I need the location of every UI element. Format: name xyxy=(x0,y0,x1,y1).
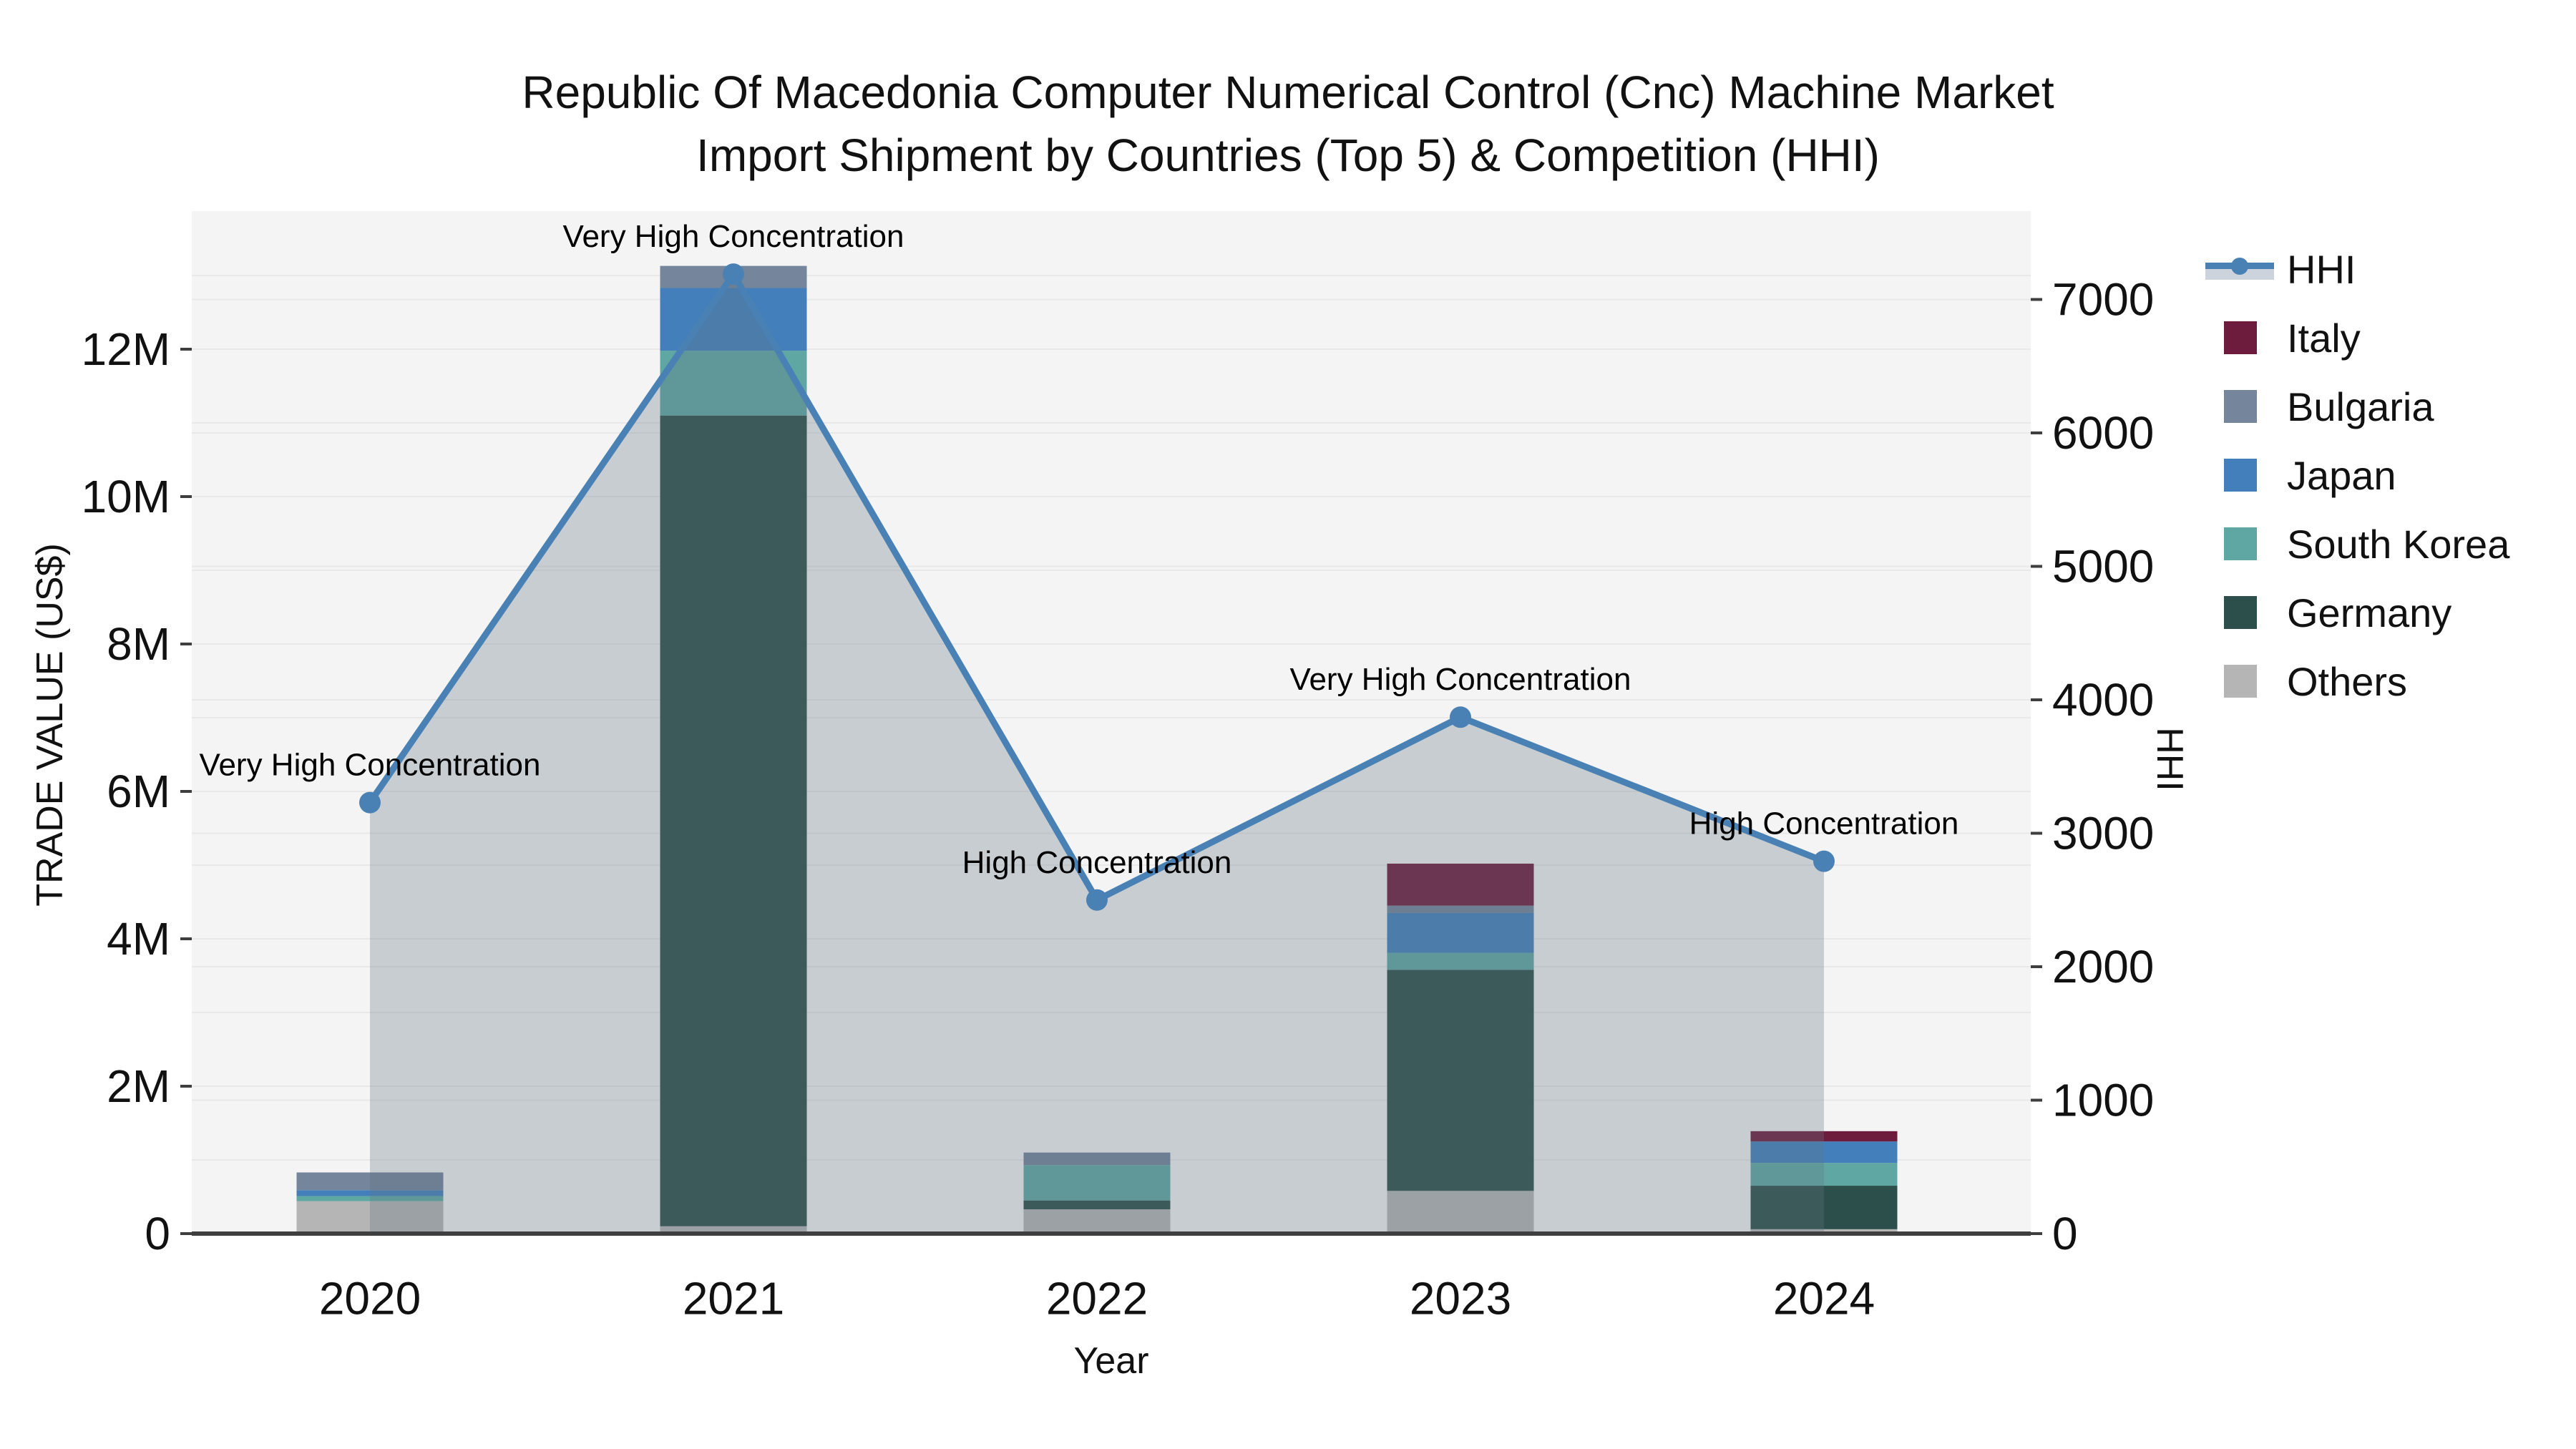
right-tick-label: 5000 xyxy=(2052,541,2154,592)
bar-segment-bulgaria-2022[interactable] xyxy=(1023,1152,1171,1166)
x-tick-label-2021: 2021 xyxy=(683,1272,784,1324)
legend-line-dot xyxy=(2231,258,2248,275)
right-tick-label: 1000 xyxy=(2052,1075,2154,1126)
legend-label-south-korea: South Korea xyxy=(2287,521,2510,567)
annotation-2022: High Concentration xyxy=(962,845,1232,880)
left-tick-label: 0 xyxy=(145,1208,170,1259)
x-axis-title: Year xyxy=(1073,1340,1149,1382)
legend-label-italy: Italy xyxy=(2287,315,2361,361)
left-tick-label: 2M xyxy=(107,1060,170,1112)
hhi-line-swatch-icon xyxy=(2205,257,2274,281)
italy-swatch-icon xyxy=(2224,321,2257,354)
legend-item-italy[interactable]: Italy xyxy=(2205,303,2509,372)
right-tick-label: 4000 xyxy=(2052,674,2154,726)
bulgaria-swatch-icon xyxy=(2224,390,2257,423)
bar-segment-germany-2022[interactable] xyxy=(1023,1200,1171,1210)
left-tick-label: 12M xyxy=(82,323,171,375)
legend-label-hhi: HHI xyxy=(2287,246,2356,292)
hhi-marker-2024[interactable] xyxy=(1813,850,1835,872)
legend-label-germany: Germany xyxy=(2287,590,2452,635)
legend-item-japan[interactable]: Japan xyxy=(2205,441,2509,509)
annotation-2023: Very High Concentration xyxy=(1290,662,1631,697)
x-tick-label-2022: 2022 xyxy=(1046,1272,1148,1324)
legend-item-germany[interactable]: Germany xyxy=(2205,578,2509,647)
legend-item-hhi[interactable]: HHI xyxy=(2205,235,2509,303)
left-tick-label: 4M xyxy=(107,913,170,965)
bar-segment-bulgaria-2023[interactable] xyxy=(1387,905,1534,913)
japan-swatch-icon xyxy=(2224,459,2257,492)
bar-segment-germany-2023[interactable] xyxy=(1387,970,1534,1191)
right-tick-label: 0 xyxy=(2052,1208,2078,1259)
bar-segment-italy-2023[interactable] xyxy=(1387,863,1534,906)
bar-segment-japan-2020[interactable] xyxy=(296,1190,444,1196)
right-tick-label: 3000 xyxy=(2052,808,2154,859)
annotation-2021: Very High Concentration xyxy=(563,219,904,254)
x-tick-label-2024: 2024 xyxy=(1773,1272,1875,1324)
hhi-area[interactable] xyxy=(370,274,1824,1234)
chart-title-line1: Republic Of Macedonia Computer Numerical… xyxy=(522,67,2054,118)
legend-item-others[interactable]: Others xyxy=(2205,647,2509,716)
bar-segment-south-korea-2024[interactable] xyxy=(1750,1163,1898,1186)
legend: HHI Italy Bulgaria Japan South Korea Germany O… xyxy=(2205,235,2509,716)
right-tick-label: 6000 xyxy=(2052,407,2154,459)
hhi-marker-2020[interactable] xyxy=(359,791,381,814)
south-korea-swatch-icon xyxy=(2224,527,2257,560)
legend-label-japan: Japan xyxy=(2287,452,2396,498)
bar-segment-japan-2024[interactable] xyxy=(1750,1141,1898,1163)
left-tick-label: 8M xyxy=(107,618,170,670)
others-swatch-icon xyxy=(2224,665,2257,698)
chart-title-line2: Import Shipment by Countries (Top 5) & C… xyxy=(696,130,1880,181)
annotation-2024: High Concentration xyxy=(1689,806,1959,841)
plot-background xyxy=(192,211,2031,1234)
bar-segment-others-2020[interactable] xyxy=(296,1201,444,1234)
bar-segment-germany-2021[interactable] xyxy=(660,415,807,1226)
bar-segment-japan-2023[interactable] xyxy=(1387,912,1534,953)
bar-segment-italy-2024[interactable] xyxy=(1750,1131,1898,1142)
right-tick-label: 7000 xyxy=(2052,274,2154,326)
bar-segment-others-2024[interactable] xyxy=(1750,1229,1898,1234)
left-tick-label: 10M xyxy=(82,471,171,522)
hhi-marker-2021[interactable] xyxy=(723,263,744,286)
y-axis-title-right: HHI xyxy=(2149,727,2190,791)
bar-segment-others-2023[interactable] xyxy=(1387,1191,1534,1234)
y-axis-title-left: TRADE VALUE (US$) xyxy=(29,543,71,907)
bar-segment-south-korea-2020[interactable] xyxy=(296,1196,444,1201)
bar-segment-bulgaria-2020[interactable] xyxy=(296,1172,444,1191)
bar-segment-south-korea-2022[interactable] xyxy=(1023,1165,1171,1201)
bar-segment-others-2021[interactable] xyxy=(660,1226,807,1234)
legend-label-bulgaria: Bulgaria xyxy=(2287,384,2434,429)
left-tick-label: 6M xyxy=(107,766,170,817)
x-tick-label-2023: 2023 xyxy=(1410,1272,1511,1324)
legend-item-south-korea[interactable]: South Korea xyxy=(2205,509,2509,578)
hhi-marker-2022[interactable] xyxy=(1086,889,1108,911)
right-tick-label: 2000 xyxy=(2052,941,2154,992)
bar-segment-south-korea-2023[interactable] xyxy=(1387,952,1534,970)
legend-item-bulgaria[interactable]: Bulgaria xyxy=(2205,372,2509,441)
bar-segment-others-2022[interactable] xyxy=(1023,1209,1171,1234)
hhi-marker-2023[interactable] xyxy=(1450,706,1471,728)
annotation-2020: Very High Concentration xyxy=(200,748,541,783)
germany-swatch-icon xyxy=(2224,596,2257,629)
x-tick-label-2020: 2020 xyxy=(319,1272,421,1324)
legend-label-others: Others xyxy=(2287,658,2408,704)
bar-segment-germany-2024[interactable] xyxy=(1750,1186,1898,1229)
